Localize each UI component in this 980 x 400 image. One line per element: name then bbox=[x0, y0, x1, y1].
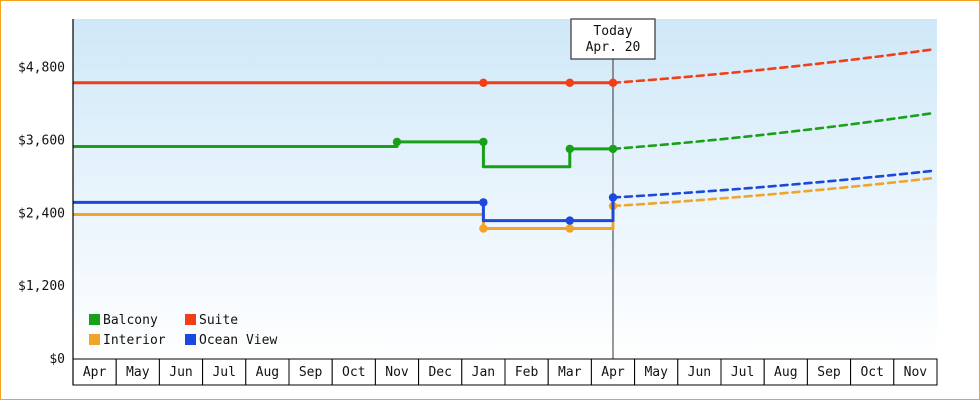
marker-suite bbox=[565, 78, 574, 88]
x-axis-cell bbox=[677, 358, 722, 386]
x-axis-cell bbox=[547, 358, 592, 386]
marker-ocean-view bbox=[565, 216, 574, 225]
x-axis-cell bbox=[763, 358, 808, 386]
legend-item-suite: Suite bbox=[185, 313, 238, 328]
y-axis-tick-label: $2,400 bbox=[18, 206, 65, 221]
x-axis-cell bbox=[331, 358, 376, 386]
x-axis-cell bbox=[893, 358, 938, 386]
x-axis-month-label: Jul bbox=[212, 365, 235, 380]
x-axis-month-label: Jun bbox=[688, 365, 711, 380]
y-axis-tick-label: $0 bbox=[49, 352, 65, 367]
forecast-line-interior bbox=[611, 176, 935, 208]
today-label-line1: Today bbox=[593, 24, 632, 39]
x-axis-month-label: Nov bbox=[385, 365, 409, 380]
forecast-line-ocean-view bbox=[611, 169, 935, 199]
marker-interior bbox=[479, 224, 488, 233]
legend-item-ocean-view: Ocean View bbox=[185, 333, 277, 348]
today-annotation-box bbox=[570, 18, 656, 60]
x-axis-month-label: Jan bbox=[472, 365, 495, 380]
x-axis-month-label: Apr bbox=[83, 365, 107, 380]
x-axis-month-label: Sep bbox=[299, 365, 323, 380]
marker-suite bbox=[479, 78, 488, 88]
series-line-ocean-view bbox=[72, 197, 615, 223]
marker-balcony bbox=[479, 137, 488, 147]
marker-interior bbox=[565, 224, 574, 233]
marker-balcony bbox=[392, 137, 402, 147]
x-axis-cell bbox=[634, 358, 679, 386]
x-axis-month-label: Aug bbox=[774, 365, 797, 380]
legend-swatch bbox=[185, 314, 196, 325]
legend-label: Suite bbox=[199, 313, 238, 328]
legend-label: Ocean View bbox=[199, 333, 277, 348]
x-axis-cell bbox=[806, 358, 852, 386]
x-axis-month-label: Nov bbox=[904, 365, 928, 380]
forecast-line-suite bbox=[611, 48, 935, 85]
marker-ocean-view bbox=[479, 198, 488, 207]
x-axis-cell bbox=[288, 358, 333, 386]
x-axis-month-label: Jun bbox=[169, 365, 192, 380]
marker-suite bbox=[608, 78, 618, 88]
x-axis-cell bbox=[504, 358, 549, 386]
x-axis-month-label: May bbox=[644, 365, 668, 380]
legend-label: Interior bbox=[103, 333, 166, 348]
y-axis-tick-label: $1,200 bbox=[18, 279, 65, 294]
x-axis-month-label: Dec bbox=[428, 365, 451, 380]
x-axis-month-label: Sep bbox=[817, 365, 841, 380]
marker-balcony bbox=[565, 144, 574, 154]
legend-item-balcony: Balcony bbox=[89, 313, 158, 328]
x-axis-cell bbox=[374, 358, 420, 386]
x-axis-month-label: Aug bbox=[256, 365, 279, 380]
legend-swatch bbox=[89, 334, 100, 345]
x-axis-month-label: Oct bbox=[342, 365, 365, 380]
x-axis-cell bbox=[720, 358, 765, 386]
x-axis-month-label: Oct bbox=[860, 365, 883, 380]
legend-swatch bbox=[89, 314, 100, 325]
today-label-line2: Apr. 20 bbox=[586, 40, 641, 55]
legend-item-interior: Interior bbox=[89, 333, 166, 348]
y-axis-tick-label: $4,800 bbox=[18, 61, 65, 76]
x-axis-month-label: Mar bbox=[558, 365, 582, 380]
x-axis-month-label: Jul bbox=[731, 365, 754, 380]
x-axis-month-label: Apr bbox=[601, 365, 625, 380]
y-axis-tick-label: $3,600 bbox=[18, 133, 65, 148]
marker-balcony bbox=[608, 144, 618, 154]
x-axis-month-label: Feb bbox=[515, 365, 539, 380]
legend-label: Balcony bbox=[103, 313, 158, 328]
legend-swatch bbox=[185, 334, 196, 345]
x-axis-month-label: May bbox=[126, 365, 150, 380]
x-axis-cell bbox=[461, 358, 506, 386]
x-axis-cell bbox=[590, 358, 636, 386]
forecast-line-balcony bbox=[611, 111, 935, 151]
plot-area bbox=[73, 19, 937, 359]
marker-ocean-view bbox=[608, 193, 618, 202]
legend: Balcony Suite Interior Ocean View bbox=[89, 313, 277, 348]
